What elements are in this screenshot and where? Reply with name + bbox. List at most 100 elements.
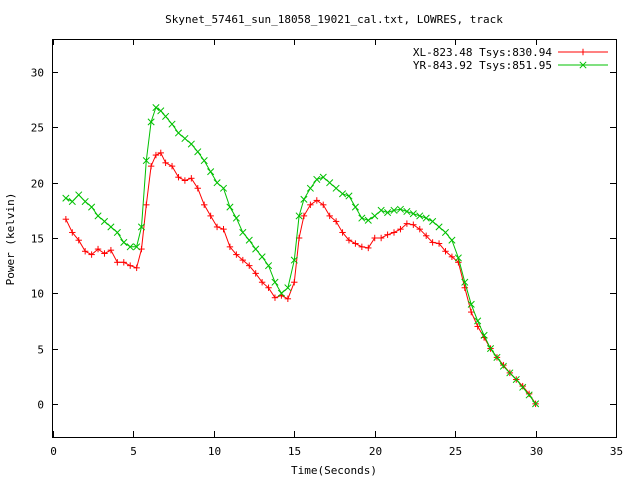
data-point-1 bbox=[81, 248, 89, 255]
data-point-1 bbox=[320, 201, 327, 209]
data-point-2 bbox=[107, 223, 115, 231]
data-point-2 bbox=[493, 353, 501, 361]
data-point-2 bbox=[284, 284, 292, 292]
y-tick-label: 30 bbox=[31, 67, 44, 80]
data-point-1 bbox=[188, 175, 195, 182]
y-tick-label: 5 bbox=[37, 344, 44, 357]
data-point-2 bbox=[377, 206, 385, 214]
data-point-1 bbox=[194, 185, 201, 192]
y-tick-label: 20 bbox=[31, 178, 44, 191]
data-point-2 bbox=[258, 253, 266, 261]
x-tick-label: 35 bbox=[610, 445, 623, 458]
data-point-2 bbox=[68, 197, 76, 206]
data-point-1 bbox=[94, 245, 102, 253]
data-point-2 bbox=[390, 206, 398, 214]
data-point-2 bbox=[147, 118, 155, 126]
data-point-2 bbox=[100, 217, 109, 225]
data-point-2 bbox=[239, 228, 247, 237]
data-point-2 bbox=[306, 184, 314, 192]
data-point-2 bbox=[264, 262, 273, 270]
data-point-2 bbox=[474, 317, 482, 325]
data-point-1 bbox=[500, 361, 507, 369]
data-point-2 bbox=[409, 210, 417, 218]
data-point-1 bbox=[455, 259, 462, 266]
data-point-2 bbox=[271, 278, 279, 286]
data-point-2 bbox=[152, 103, 160, 112]
data-point-2 bbox=[525, 391, 533, 399]
data-point-2 bbox=[81, 197, 89, 206]
legend-item-2: YR-843.92 Tsys:851.95 bbox=[413, 59, 608, 72]
y-tick-label: 0 bbox=[37, 399, 44, 412]
data-point-1 bbox=[352, 240, 359, 247]
data-point-2 bbox=[358, 214, 366, 222]
data-point-1 bbox=[371, 234, 378, 242]
data-point-1 bbox=[403, 220, 411, 227]
data-point-1 bbox=[152, 151, 160, 159]
data-point-2 bbox=[435, 223, 443, 231]
data-point-2 bbox=[75, 191, 83, 199]
data-point-1 bbox=[525, 390, 533, 398]
data-point-1 bbox=[226, 243, 234, 251]
data-point-2 bbox=[422, 214, 430, 222]
data-point-1 bbox=[313, 197, 321, 204]
data-point-2 bbox=[313, 175, 321, 183]
data-point-2 bbox=[403, 207, 411, 216]
data-point-2 bbox=[371, 212, 379, 220]
data-point-2 bbox=[213, 179, 221, 187]
data-point-1 bbox=[326, 212, 333, 220]
data-point-2 bbox=[252, 245, 260, 253]
series-layer bbox=[62, 103, 540, 408]
data-point-2 bbox=[300, 195, 308, 203]
data-point-1 bbox=[258, 279, 266, 286]
data-point-1 bbox=[291, 279, 298, 286]
data-point-1 bbox=[468, 308, 475, 316]
x-tick-label: 0 bbox=[50, 445, 57, 458]
data-point-1 bbox=[339, 229, 346, 236]
data-point-2 bbox=[345, 192, 353, 200]
y-tick-label: 15 bbox=[31, 233, 44, 246]
data-point-1 bbox=[284, 295, 292, 303]
data-point-2 bbox=[207, 168, 215, 176]
data-point-1 bbox=[265, 284, 272, 291]
legend-label: YR-843.92 Tsys:851.95 bbox=[413, 59, 552, 72]
x-tick-label: 25 bbox=[449, 445, 462, 458]
data-point-1 bbox=[345, 237, 353, 244]
data-point-1 bbox=[519, 382, 526, 390]
data-point-2 bbox=[62, 194, 70, 202]
plot-frame bbox=[52, 39, 617, 438]
data-point-1 bbox=[271, 294, 279, 301]
x-axis: 0 5 10 15 20 25 30 35 bbox=[50, 39, 623, 458]
data-point-2 bbox=[194, 148, 202, 156]
data-point-2 bbox=[351, 203, 359, 211]
data-point-1 bbox=[410, 221, 417, 228]
data-point-2 bbox=[245, 236, 253, 244]
data-point-1 bbox=[332, 218, 340, 225]
data-point-2 bbox=[88, 203, 96, 211]
y-tick-label: 10 bbox=[31, 288, 44, 301]
data-point-1 bbox=[365, 244, 372, 252]
legend-marker bbox=[579, 48, 587, 56]
data-point-1 bbox=[207, 212, 214, 220]
data-point-1 bbox=[101, 250, 108, 257]
data-point-2 bbox=[499, 362, 507, 370]
data-point-2 bbox=[162, 112, 170, 120]
data-point-1 bbox=[429, 239, 436, 246]
data-point-1 bbox=[233, 251, 240, 258]
data-point-1 bbox=[252, 270, 259, 277]
data-point-1 bbox=[114, 259, 121, 266]
data-point-1 bbox=[448, 253, 456, 260]
data-point-2 bbox=[480, 331, 488, 339]
data-point-1 bbox=[175, 173, 182, 181]
data-point-1 bbox=[62, 216, 70, 223]
data-point-2 bbox=[187, 140, 195, 148]
chart-title: Skynet_57461_sun_18058_19021_cal.txt, LO… bbox=[165, 13, 503, 26]
x-tick-label: 5 bbox=[130, 445, 137, 458]
data-point-2 bbox=[174, 129, 183, 137]
data-point-1 bbox=[157, 149, 164, 157]
data-point-2 bbox=[454, 254, 462, 262]
data-point-1 bbox=[358, 243, 366, 251]
data-point-2 bbox=[486, 345, 495, 353]
data-point-1 bbox=[120, 259, 127, 266]
